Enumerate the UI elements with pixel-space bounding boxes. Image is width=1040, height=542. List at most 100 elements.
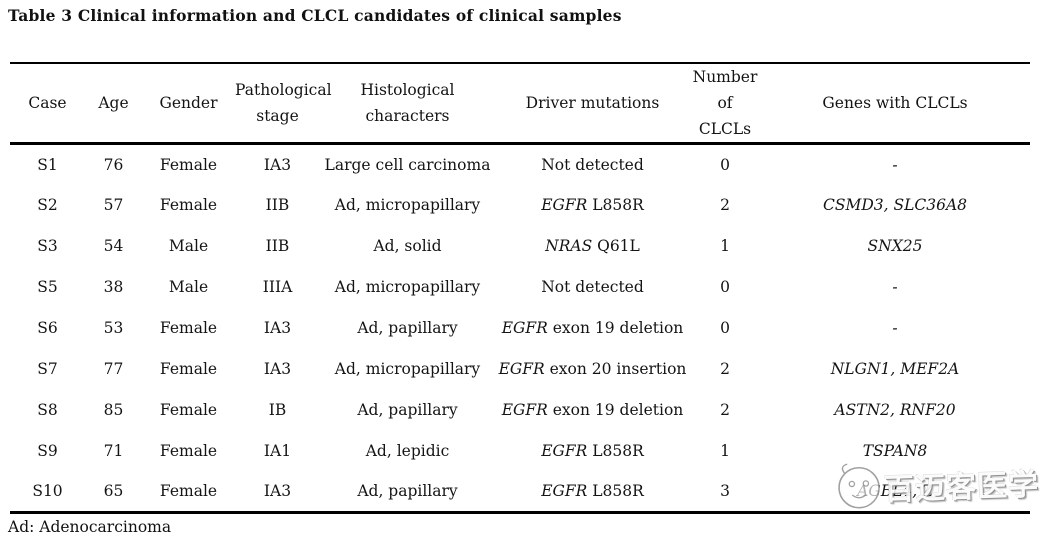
clinical-samples-table: Case Age Gender Pathological stage Histo… bbox=[10, 62, 1030, 514]
cell-age: 38 bbox=[103, 278, 124, 296]
driver-mutation-detail: exon 19 deletion bbox=[547, 401, 684, 419]
cell-genes: AGBL4, Z bbox=[760, 472, 1030, 513]
col-header-label: stage bbox=[256, 107, 299, 125]
cell-clcl-count: 0 bbox=[720, 155, 730, 174]
cell-histology: Ad, solid bbox=[373, 237, 442, 255]
cell-age: 85 bbox=[103, 401, 124, 419]
cell-stage: IIB bbox=[265, 237, 290, 255]
cell-driver-mutation: EGFR exon 20 insertion bbox=[495, 349, 690, 390]
cell-histology: Ad, papillary bbox=[357, 401, 458, 419]
cell-clcl-count: 2 bbox=[720, 360, 730, 378]
gene-list: - bbox=[892, 155, 898, 174]
col-header-label: Age bbox=[98, 94, 129, 112]
cell-histology: Large cell carcinoma bbox=[324, 155, 491, 174]
col-header-label: Genes with CLCLs bbox=[822, 94, 968, 112]
cell-genes: SNX25 bbox=[760, 226, 1030, 267]
cell-gender: Female bbox=[159, 482, 218, 501]
driver-mutation-detail: Q61L bbox=[592, 237, 640, 255]
cell-clcl-count: 1 bbox=[720, 442, 730, 460]
cell-case: S7 bbox=[37, 360, 58, 378]
col-header-label: Gender bbox=[159, 94, 218, 112]
col-header-label: Number bbox=[692, 68, 758, 86]
col-header-histological-characters: Histological characters bbox=[320, 63, 495, 144]
cell-driver-mutation: EGFR exon 19 deletion bbox=[495, 390, 690, 431]
cell-stage: IA3 bbox=[263, 319, 292, 337]
cell-age: 54 bbox=[103, 237, 124, 255]
table-caption: Table 3 Clinical information and CLCL ca… bbox=[8, 6, 622, 25]
gene-list: SNX25 bbox=[867, 237, 923, 255]
cell-clcl-count: 0 bbox=[720, 278, 730, 296]
table-row: S2 57 Female IIB Ad, micropapillary EGFR… bbox=[10, 185, 1030, 226]
gene-list: AGBL4, Z bbox=[857, 482, 933, 501]
driver-gene-symbol: EGFR bbox=[498, 360, 545, 378]
cell-age: 53 bbox=[103, 319, 124, 337]
cell-histology: Ad, micropapillary bbox=[334, 360, 481, 378]
cell-genes: - bbox=[760, 267, 1030, 308]
cell-clcl-count: 2 bbox=[720, 401, 730, 419]
table-row: S5 38 Male IIIA Ad, micropapillary Not d… bbox=[10, 267, 1030, 308]
col-header-case: Case bbox=[10, 63, 85, 144]
cell-driver-mutation: Not detected bbox=[495, 144, 690, 185]
cell-genes: CSMD3, SLC36A8 bbox=[760, 185, 1030, 226]
driver-mutation-detail: L858R bbox=[587, 482, 644, 501]
col-header-gender: Gender bbox=[142, 63, 235, 144]
cell-histology: Ad, papillary bbox=[357, 482, 458, 501]
col-header-label: characters bbox=[365, 107, 450, 125]
cell-case: S6 bbox=[37, 319, 58, 337]
col-header-driver-mutations: Driver mutations bbox=[495, 63, 690, 144]
cell-genes: ASTN2, RNF20 bbox=[760, 390, 1030, 431]
gene-list: - bbox=[892, 319, 898, 337]
cell-gender: Female bbox=[159, 360, 218, 378]
col-header-label: Driver mutations bbox=[525, 94, 660, 112]
cell-stage: IA1 bbox=[263, 442, 292, 460]
driver-mutation-detail: Not detected bbox=[541, 155, 644, 174]
table-footnote: Ad: Adenocarcinoma bbox=[8, 518, 172, 536]
cell-clcl-count: 0 bbox=[720, 319, 730, 337]
cell-driver-mutation: EGFR L858R bbox=[495, 472, 690, 513]
cell-age: 57 bbox=[103, 196, 124, 214]
cell-case: S3 bbox=[37, 237, 58, 255]
driver-gene-symbol: NRAS bbox=[545, 237, 593, 255]
table-row: S1 76 Female IA3 Large cell carcinoma No… bbox=[10, 144, 1030, 185]
gene-list: CSMD3, SLC36A8 bbox=[822, 196, 968, 214]
col-header-number-of-clcls: Number of CLCLs bbox=[690, 63, 760, 144]
table-row: S7 77 Female IA3 Ad, micropapillary EGFR… bbox=[10, 349, 1030, 390]
cell-histology: Ad, papillary bbox=[357, 319, 458, 337]
cell-case: S1 bbox=[37, 155, 58, 174]
table-row: S9 71 Female IA1 Ad, lepidic EGFR L858R … bbox=[10, 431, 1030, 472]
col-header-label: Case bbox=[28, 94, 67, 112]
cell-histology: Ad, lepidic bbox=[365, 442, 450, 460]
driver-mutation-detail: exon 20 insertion bbox=[544, 360, 687, 378]
col-header-label: of bbox=[717, 94, 733, 112]
cell-age: 71 bbox=[103, 442, 124, 460]
driver-gene-symbol: EGFR bbox=[541, 196, 588, 214]
driver-gene-symbol: EGFR bbox=[541, 442, 588, 460]
cell-stage: IA3 bbox=[263, 360, 292, 378]
cell-genes: TSPAN8 bbox=[760, 431, 1030, 472]
cell-gender: Female bbox=[159, 155, 218, 174]
driver-gene-symbol: EGFR bbox=[541, 482, 588, 501]
driver-gene-symbol: EGFR bbox=[501, 401, 548, 419]
driver-mutation-detail: L858R bbox=[587, 442, 644, 460]
cell-case: S5 bbox=[37, 278, 58, 296]
cell-stage: IIIA bbox=[262, 278, 293, 296]
cell-clcl-count: 1 bbox=[720, 237, 730, 255]
cell-driver-mutation: EGFR L858R bbox=[495, 431, 690, 472]
cell-gender: Male bbox=[168, 278, 209, 296]
cell-gender: Female bbox=[159, 401, 218, 419]
cell-gender: Male bbox=[168, 237, 209, 255]
cell-histology: Ad, micropapillary bbox=[334, 196, 481, 214]
cell-case: S2 bbox=[37, 196, 58, 214]
table-row: S8 85 Female IB Ad, papillary EGFR exon … bbox=[10, 390, 1030, 431]
cell-histology: Ad, micropapillary bbox=[334, 278, 481, 296]
cell-age: 77 bbox=[103, 360, 124, 378]
col-header-genes-with-clcls: Genes with CLCLs bbox=[760, 63, 1030, 144]
driver-mutation-detail: Not detected bbox=[541, 278, 644, 296]
cell-driver-mutation: NRAS Q61L bbox=[495, 226, 690, 267]
driver-mutation-detail: exon 19 deletion bbox=[547, 319, 684, 337]
cell-driver-mutation: Not detected bbox=[495, 267, 690, 308]
col-header-label: Histological bbox=[360, 81, 455, 99]
cell-stage: IB bbox=[268, 401, 287, 419]
cell-age: 76 bbox=[103, 155, 124, 174]
